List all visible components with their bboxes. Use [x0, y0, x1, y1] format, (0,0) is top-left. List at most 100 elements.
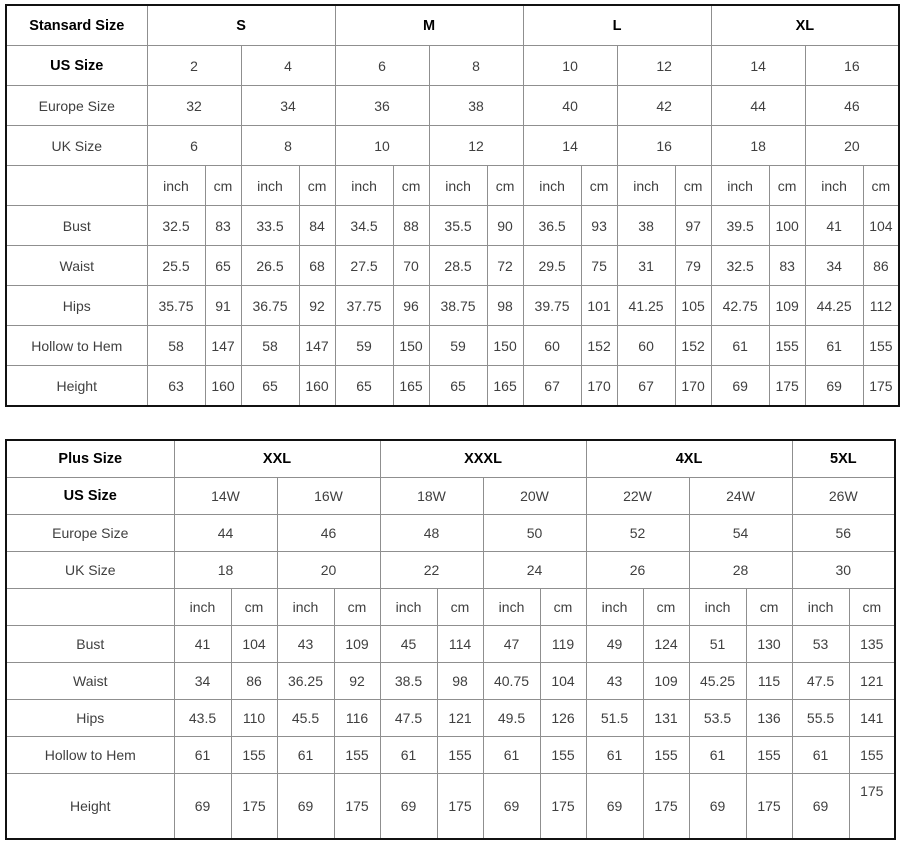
size-value-cell: 56 [791, 514, 896, 552]
size-value-cell: 18 [173, 551, 278, 589]
row-label-cell: Europe Size [5, 85, 148, 126]
measure-value-cell: 69 [710, 365, 770, 407]
size-value-cell: 40 [522, 85, 618, 126]
standard-size-table-container: Stansard Size S M L XL US Size 2 4 6 8 10 12 14 16 Eur… [5, 4, 900, 407]
measure-value-cell: 44.25 [804, 285, 864, 326]
measure-value-cell: 155 [848, 736, 896, 774]
unit-inch-cell: inch [379, 588, 438, 626]
measure-value-cell: 51 [688, 625, 747, 663]
measure-value-cell: 61 [791, 736, 850, 774]
measure-value-cell: 175 [862, 365, 900, 407]
size-value-cell: 50 [482, 514, 587, 552]
size-value-cell: 48 [379, 514, 484, 552]
measure-value-cell: 152 [674, 325, 712, 366]
size-info-row: UK Size 6 8 10 12 14 16 18 20 [5, 125, 900, 166]
size-info-row: Europe Size 32 34 36 38 40 42 44 46 [5, 85, 900, 126]
measure-value-cell: 175 [436, 773, 484, 840]
measure-value-cell: 175 [642, 773, 690, 840]
measure-value-cell: 49 [585, 625, 644, 663]
measure-value-cell: 61 [804, 325, 864, 366]
measure-value-cell: 69 [379, 773, 438, 840]
size-value-cell: 36 [334, 85, 430, 126]
measure-value-cell: 83 [204, 205, 242, 246]
size-value-cell: 34 [240, 85, 336, 126]
measure-value-cell: 27.5 [334, 245, 394, 286]
measure-value-cell: 175 [848, 773, 896, 840]
measure-value-cell: 69 [688, 773, 747, 840]
measure-value-cell: 97 [674, 205, 712, 246]
measure-value-cell: 67 [522, 365, 582, 407]
unit-cm-cell: cm [298, 165, 336, 206]
measure-value-cell: 110 [230, 699, 278, 737]
measure-value-cell: 175 [768, 365, 806, 407]
measure-value-cell: 119 [539, 625, 587, 663]
measure-value-cell: 36.25 [276, 662, 335, 700]
measure-value-cell: 152 [580, 325, 618, 366]
measure-value-cell: 65 [240, 365, 300, 407]
measure-value-cell: 160 [204, 365, 242, 407]
measure-value-cell: 29.5 [522, 245, 582, 286]
row-label-cell: Hips [5, 699, 175, 737]
size-group-row: Stansard Size S M L XL [5, 4, 900, 46]
unit-header-row: inch cm inch cm inch cm inch cm inch cm inch cm inch… [5, 588, 896, 626]
size-value-cell: 8 [240, 125, 336, 166]
measure-value-cell: 51.5 [585, 699, 644, 737]
measure-value-cell: 36.5 [522, 205, 582, 246]
measure-value-cell: 41 [804, 205, 864, 246]
row-label-cell: UK Size [5, 551, 175, 589]
measure-value-cell: 38.75 [428, 285, 488, 326]
measure-value-cell: 175 [230, 773, 278, 840]
row-label-cell: Bust [5, 205, 148, 246]
unit-inch-cell: inch [585, 588, 644, 626]
measure-value-cell: 58 [240, 325, 300, 366]
size-value-cell: 20W [482, 477, 587, 515]
measure-value-cell: 104 [539, 662, 587, 700]
measure-value-cell: 32.5 [710, 245, 770, 286]
size-group-header: 4XL [585, 439, 793, 478]
unit-cm-cell: cm [230, 588, 278, 626]
measure-value-cell: 170 [674, 365, 712, 407]
measure-value-cell: 42.75 [710, 285, 770, 326]
measure-value-cell: 147 [298, 325, 336, 366]
unit-inch-cell: inch [276, 588, 335, 626]
size-value-cell: 18 [710, 125, 806, 166]
measure-value-cell: 34.5 [334, 205, 394, 246]
measure-value-cell: 92 [298, 285, 336, 326]
size-value-cell: 10 [522, 45, 618, 86]
measure-value-cell: 112 [862, 285, 900, 326]
measure-value-cell: 67 [616, 365, 676, 407]
size-group-header: XXXL [379, 439, 587, 478]
size-value-cell: 14W [173, 477, 278, 515]
size-value-cell: 20 [804, 125, 900, 166]
measure-value-cell: 45 [379, 625, 438, 663]
measure-value-cell: 109 [768, 285, 806, 326]
unit-inch-cell: inch [688, 588, 747, 626]
size-value-cell: 52 [585, 514, 690, 552]
unit-inch-cell: inch [482, 588, 541, 626]
unit-cm-cell: cm [204, 165, 242, 206]
size-value-cell: 16W [276, 477, 381, 515]
measure-value-cell: 55.5 [791, 699, 850, 737]
measure-value-cell: 43 [585, 662, 644, 700]
measure-value-cell: 126 [539, 699, 587, 737]
measure-value-cell: 155 [539, 736, 587, 774]
measure-value-cell: 47 [482, 625, 541, 663]
size-value-cell: 12 [616, 45, 712, 86]
size-value-cell: 6 [146, 125, 242, 166]
row-label-cell: US Size [5, 45, 148, 86]
measure-value-cell: 65 [204, 245, 242, 286]
measure-value-cell: 69 [276, 773, 335, 840]
row-label-cell: Waist [5, 245, 148, 286]
table-title-cell: Plus Size [5, 439, 175, 478]
row-label-cell: Bust [5, 625, 175, 663]
unit-inch-cell: inch [710, 165, 770, 206]
size-value-cell: 16 [616, 125, 712, 166]
measure-value-cell: 96 [392, 285, 430, 326]
measure-row: Hollow to Hem 61 155 61 155 61 155 61 155 61 155 61… [5, 736, 896, 774]
measure-value-cell: 150 [486, 325, 524, 366]
unit-header-row: inch cm inch cm inch cm inch cm inch cm inch cm inch… [5, 165, 900, 206]
size-value-cell: 42 [616, 85, 712, 126]
measure-value-cell: 155 [333, 736, 381, 774]
size-value-cell: 26W [791, 477, 896, 515]
